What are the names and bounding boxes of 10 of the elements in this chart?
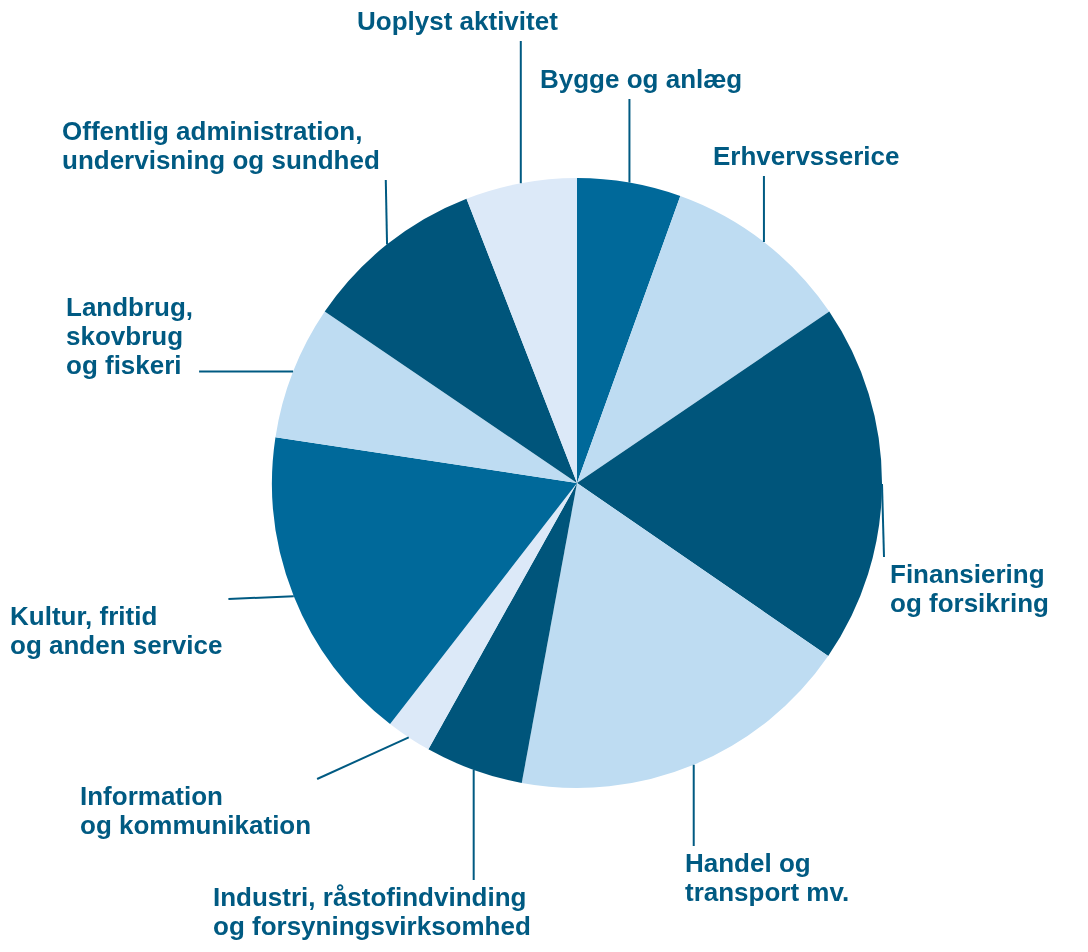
slice-label: Information og kommunikation <box>80 781 312 841</box>
slice-label: Uoplyst aktivitet <box>357 6 559 37</box>
slice-label: Finansiering og forsikring <box>890 559 1049 619</box>
slice-label: Handel og transport mv. <box>685 848 850 908</box>
slice-label: Erhvervsserice <box>713 141 900 172</box>
slice-label: Landbrug, skovbrug og fiskeri <box>66 292 194 381</box>
slice-label: Bygge og anlæg <box>540 64 743 95</box>
slice-label: Kultur, fritid og anden service <box>10 601 223 661</box>
slice-label: Offentlig administration, undervisning og sundhed <box>62 116 380 176</box>
slice-label: Industri, råstofindvinding og forsyningsvirksomhed <box>213 882 531 942</box>
